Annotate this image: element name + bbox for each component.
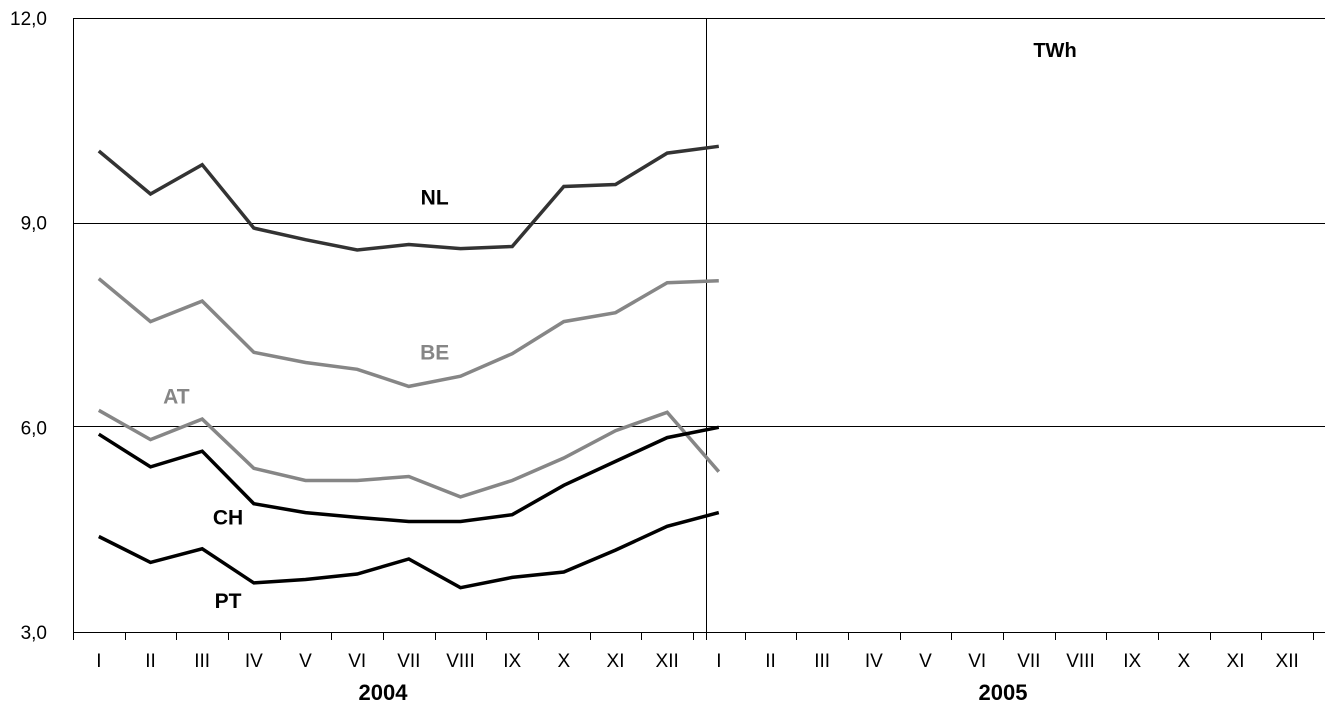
series-label-pt: PT [215,590,242,613]
x-axis-ticks [73,632,1314,640]
year-label: 2005 [979,680,1028,705]
x-tick-label: II [765,651,776,672]
y-tick-label: 9,0 [21,214,47,235]
series-line-pt [98,510,720,590]
x-tick-label: VII [397,651,420,672]
x-tick-label: V [919,651,932,672]
unit-label: TWh [1033,40,1076,62]
x-tick-label: XII [1276,651,1299,672]
series-line-at [97,408,721,499]
series-label-at: AT [163,385,190,408]
x-tick-label: III [814,651,830,672]
x-axis-tick-labels: I II III IV V VI VII VIII IX X XI XII I II III IV V VI VII… [96,651,1299,672]
series-label-be: BE [420,341,449,364]
x-tick-label: I [716,651,721,672]
y-axis-tick-labels: 3,0 6,0 9,0 12,0 [10,9,47,644]
gridlines [73,18,1325,640]
series-line-be [97,277,719,389]
series-label-nl: NL [421,187,449,210]
x-tick-label: X [557,651,570,672]
series-lines [97,144,721,590]
x-tick-label: IV [245,651,263,672]
x-tick-label: XI [607,651,625,672]
series-line-nl [97,144,720,252]
x-tick-label: V [299,651,312,672]
series-labels: NL BE AT CH PT [163,187,449,613]
year-label: 2004 [359,680,409,705]
x-tick-label: X [1177,651,1190,672]
x-tick-label: VII [1017,651,1040,672]
series-label-ch: CH [213,506,243,529]
x-tick-label: II [145,651,156,672]
series-line-ch [97,425,720,524]
x-tick-label: IX [1123,651,1141,672]
plot-frame [73,18,1325,633]
x-tick-label: I [96,651,101,672]
x-tick-label: XII [656,651,679,672]
y-tick-label: 12,0 [10,9,47,30]
y-tick-label: 3,0 [21,623,47,644]
x-tick-label: IX [503,651,521,672]
y-tick-label: 6,0 [21,418,47,439]
x-tick-label: VI [348,651,366,672]
x-tick-label: IV [865,651,883,672]
x-tick-label: VI [968,651,986,672]
year-labels: 2004 2005 [359,680,1028,705]
x-tick-label: VIII [1066,651,1095,672]
x-tick-label: VIII [446,651,475,672]
x-tick-label: III [194,651,210,672]
x-tick-label: XI [1227,651,1245,672]
